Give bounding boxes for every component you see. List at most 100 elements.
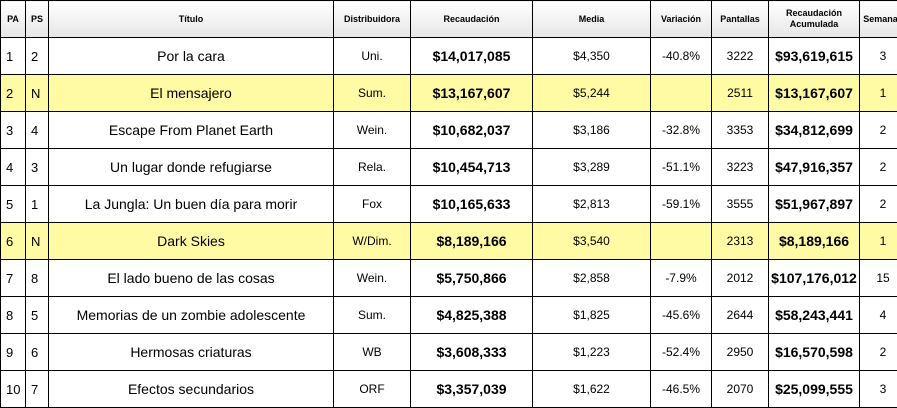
cell-titulo: Efectos secundarios	[48, 370, 334, 408]
cell-acumulada: $58,243,441	[768, 296, 860, 334]
cell-distribuidora: WB	[333, 333, 411, 371]
cell-pantallas: 3353	[711, 111, 769, 149]
cell-variacion	[650, 222, 712, 260]
cell-pa: 8	[0, 296, 26, 334]
cell-titulo: El mensajero	[48, 74, 334, 112]
cell-semanas: 3	[859, 37, 897, 75]
cell-semanas: 2	[859, 333, 897, 371]
cell-variacion: -52.4%	[650, 333, 712, 371]
table-header: PA PS Título Distribuidora Recaudación M…	[0, 0, 897, 38]
cell-titulo: Memorias de un zombie adolescente	[48, 296, 334, 334]
cell-acumulada: $16,570,598	[768, 333, 860, 371]
cell-semanas: 4	[859, 296, 897, 334]
cell-recaudacion: $10,165,633	[410, 185, 533, 223]
cell-media: $1,223	[532, 333, 651, 371]
cell-variacion: -7.9%	[650, 259, 712, 297]
cell-pa: 7	[0, 259, 26, 297]
cell-recaudacion: $8,189,166	[410, 222, 533, 260]
cell-ps: N	[25, 222, 49, 260]
table-row: 6 N Dark Skies W/Dim. $8,189,166 $3,540 …	[0, 222, 897, 260]
cell-pa: 10	[0, 370, 26, 408]
cell-ps: 7	[25, 370, 49, 408]
cell-ps: 5	[25, 296, 49, 334]
cell-ps: 3	[25, 148, 49, 186]
cell-variacion: -59.1%	[650, 185, 712, 223]
table-row: 9 6 Hermosas criaturas WB $3,608,333 $1,…	[0, 333, 897, 371]
cell-semanas: 2	[859, 185, 897, 223]
cell-acumulada: $93,619,615	[768, 37, 860, 75]
header-media: Media	[532, 0, 651, 38]
cell-recaudacion: $10,454,713	[410, 148, 533, 186]
cell-ps: 8	[25, 259, 49, 297]
table-row: 2 N El mensajero Sum. $13,167,607 $5,244…	[0, 74, 897, 112]
cell-pantallas: 3555	[711, 185, 769, 223]
cell-pantallas: 2070	[711, 370, 769, 408]
cell-media: $1,825	[532, 296, 651, 334]
cell-media: $3,540	[532, 222, 651, 260]
cell-pantallas: 2012	[711, 259, 769, 297]
table-row: 3 4 Escape From Planet Earth Wein. $10,6…	[0, 111, 897, 149]
cell-pa: 6	[0, 222, 26, 260]
cell-pa: 4	[0, 148, 26, 186]
cell-pa: 2	[0, 74, 26, 112]
cell-ps: N	[25, 74, 49, 112]
cell-recaudacion: $10,682,037	[410, 111, 533, 149]
header-recaudacion: Recaudación	[410, 0, 533, 38]
header-semanas: Semanas	[859, 0, 897, 38]
cell-variacion: -32.8%	[650, 111, 712, 149]
cell-semanas: 3	[859, 370, 897, 408]
cell-pantallas: 3222	[711, 37, 769, 75]
cell-recaudacion: $3,608,333	[410, 333, 533, 371]
cell-acumulada: $107,176,012	[768, 259, 860, 297]
cell-titulo: La Jungla: Un buen día para morir	[48, 185, 334, 223]
cell-ps: 6	[25, 333, 49, 371]
cell-titulo: Escape From Planet Earth	[48, 111, 334, 149]
cell-pa: 5	[0, 185, 26, 223]
cell-semanas: 2	[859, 148, 897, 186]
cell-pantallas: 2313	[711, 222, 769, 260]
cell-pantallas: 2511	[711, 74, 769, 112]
cell-media: $3,186	[532, 111, 651, 149]
header-variacion: Variación	[650, 0, 712, 38]
cell-pantallas: 3223	[711, 148, 769, 186]
cell-distribuidora: Fox	[333, 185, 411, 223]
cell-ps: 1	[25, 185, 49, 223]
header-distribuidora: Distribuidora	[333, 0, 411, 38]
cell-ps: 4	[25, 111, 49, 149]
cell-distribuidora: Sum.	[333, 296, 411, 334]
cell-pa: 3	[0, 111, 26, 149]
cell-semanas: 1	[859, 222, 897, 260]
cell-semanas: 1	[859, 74, 897, 112]
cell-media: $5,244	[532, 74, 651, 112]
table-row: 1 2 Por la cara Uni. $14,017,085 $4,350 …	[0, 37, 897, 75]
header-acumulada: Recaudación Acumulada	[768, 0, 860, 38]
table-row: 4 3 Un lugar donde refugiarse Rela. $10,…	[0, 148, 897, 186]
cell-acumulada: $25,099,555	[768, 370, 860, 408]
cell-titulo: Hermosas criaturas	[48, 333, 334, 371]
cell-titulo: Un lugar donde refugiarse	[48, 148, 334, 186]
cell-variacion: -46.5%	[650, 370, 712, 408]
cell-acumulada: $13,167,607	[768, 74, 860, 112]
cell-distribuidora: Sum.	[333, 74, 411, 112]
cell-ps: 2	[25, 37, 49, 75]
cell-pantallas: 2950	[711, 333, 769, 371]
cell-pantallas: 2644	[711, 296, 769, 334]
header-pa: PA	[0, 0, 26, 38]
table-row: 8 5 Memorias de un zombie adolescente Su…	[0, 296, 897, 334]
cell-acumulada: $8,189,166	[768, 222, 860, 260]
cell-media: $1,622	[532, 370, 651, 408]
cell-variacion: -45.6%	[650, 296, 712, 334]
cell-variacion: -51.1%	[650, 148, 712, 186]
cell-distribuidora: W/Dim.	[333, 222, 411, 260]
cell-recaudacion: $4,825,388	[410, 296, 533, 334]
cell-distribuidora: Rela.	[333, 148, 411, 186]
table-row: 10 7 Efectos secundarios ORF $3,357,039 …	[0, 370, 897, 408]
cell-variacion	[650, 74, 712, 112]
cell-recaudacion: $5,750,866	[410, 259, 533, 297]
cell-recaudacion: $14,017,085	[410, 37, 533, 75]
cell-distribuidora: Wein.	[333, 111, 411, 149]
cell-acumulada: $51,967,897	[768, 185, 860, 223]
cell-pa: 1	[0, 37, 26, 75]
cell-acumulada: $34,812,699	[768, 111, 860, 149]
header-ps: PS	[25, 0, 49, 38]
